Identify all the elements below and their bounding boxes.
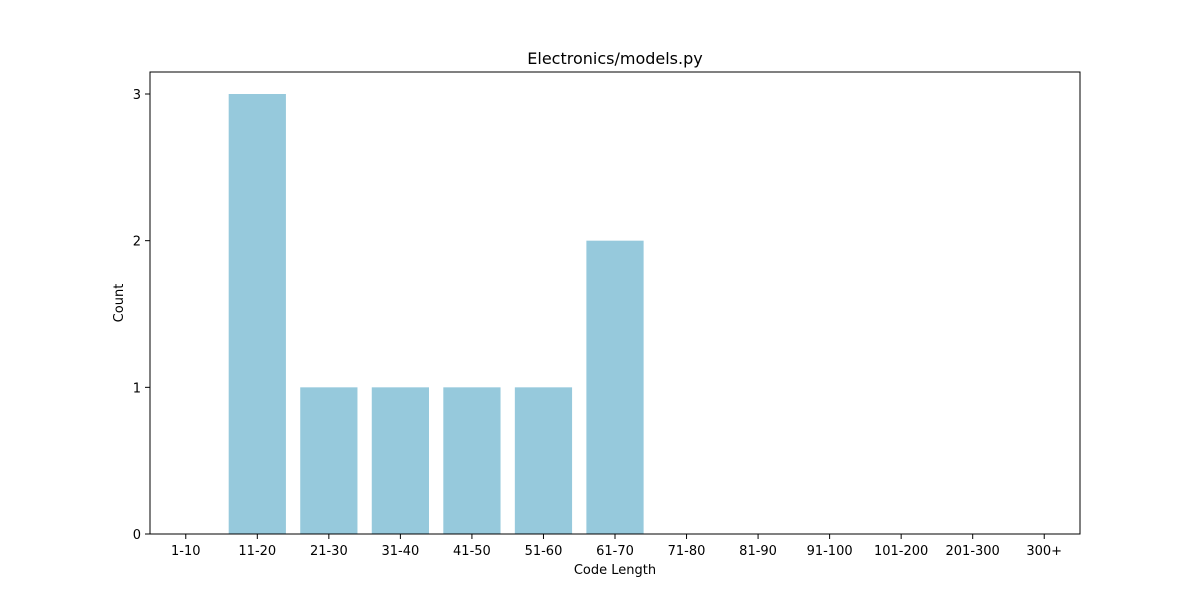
x-tick-label: 1-10	[171, 544, 201, 559]
x-tick-label: 51-60	[525, 544, 563, 559]
bar-51-60	[514, 387, 573, 534]
chart-title: Electronics/models.py	[527, 49, 702, 68]
x-tick-label: 91-100	[807, 544, 853, 559]
y-axis-label: Count	[112, 284, 127, 323]
x-tick-label: 21-30	[310, 544, 348, 559]
x-tick-label: 81-90	[739, 544, 777, 559]
x-tick-label: 11-20	[238, 544, 276, 559]
bar-21-30	[300, 387, 358, 534]
bars-group	[228, 94, 644, 534]
bar-61-70	[586, 240, 644, 534]
y-tick-label: 1	[133, 381, 141, 396]
x-tick-label: 41-50	[453, 544, 491, 559]
x-tick-label: 300+	[1026, 544, 1062, 559]
x-axis: 1-10 11-20 21-30 31-40 41-50 51-60 61-70 71-80 8…	[171, 534, 1062, 559]
x-tick-label: 61-70	[596, 544, 634, 559]
y-axis: 0 1 2 3	[133, 88, 150, 543]
bar-41-50	[443, 387, 501, 534]
x-tick-label: 71-80	[668, 544, 706, 559]
x-tick-label: 31-40	[381, 544, 419, 559]
bar-11-20	[228, 94, 286, 534]
y-tick-label: 3	[133, 88, 141, 103]
y-tick-label: 0	[133, 528, 141, 543]
y-tick-label: 2	[133, 235, 141, 250]
x-tick-label: 201-300	[946, 544, 1000, 559]
bar-31-40	[371, 387, 429, 534]
x-tick-label: 101-200	[874, 544, 928, 559]
x-axis-label: Code Length	[574, 563, 656, 578]
